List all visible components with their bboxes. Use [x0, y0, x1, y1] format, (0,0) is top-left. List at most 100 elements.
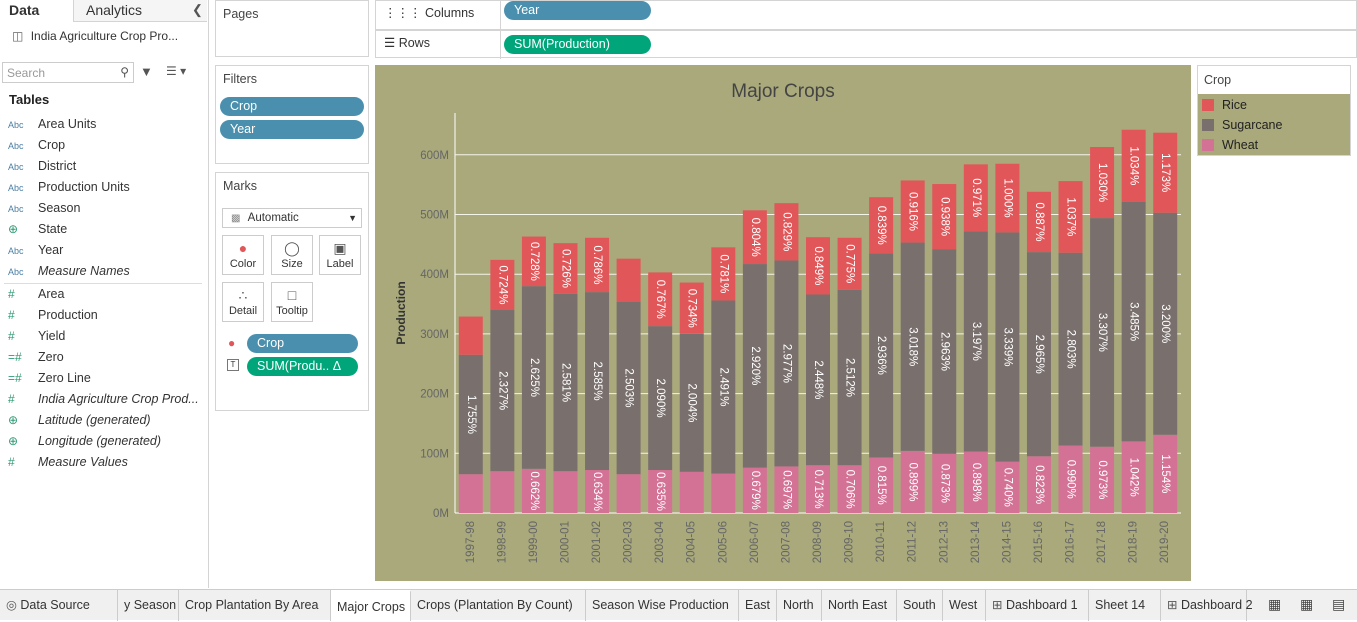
sheet-tab[interactable]: East	[739, 590, 777, 621]
data-label: 2.585%	[591, 362, 603, 401]
label-button[interactable]: ▣ Label	[319, 235, 361, 275]
color-mark-icon: ●	[228, 336, 236, 350]
tooltip-button[interactable]: □ Tooltip	[271, 282, 313, 322]
sheet-tab[interactable]: North East	[822, 590, 897, 621]
bar-segment-rice	[1090, 147, 1115, 219]
rows-pill-production[interactable]: SUM(Production)	[504, 35, 651, 54]
bar-segment-sugarcane	[900, 242, 925, 451]
size-button[interactable]: ◯ Size	[271, 235, 313, 275]
bar-segment-sugarcane	[1121, 201, 1146, 442]
filter-pill-year[interactable]: Year	[220, 120, 364, 139]
columns-shelf[interactable]: ⋮⋮⋮ Columns Year	[375, 0, 1357, 30]
marks-title: Marks	[223, 179, 258, 193]
new-dashboard-icon[interactable]: ▦	[1300, 596, 1314, 612]
field-label: Season	[38, 201, 81, 215]
field-measure[interactable]: # Yield	[8, 326, 65, 346]
chart-area[interactable]: Major Crops Production 0M 100M 200M 300M 400M 5…	[375, 65, 1191, 581]
bar-segment-wheat	[458, 474, 483, 513]
data-label: 2.965%	[1033, 335, 1045, 374]
field-label: Area Units	[38, 117, 97, 131]
filters-shelf[interactable]: Filters Crop Year	[215, 65, 369, 164]
field-measure[interactable]: # Measure Values	[8, 452, 128, 472]
sheet-tab[interactable]: West	[943, 590, 986, 621]
field-measure[interactable]: # India Agriculture Crop Prod...	[8, 389, 199, 409]
legend-label-rice: Rice	[1222, 98, 1248, 112]
field-dimension[interactable]: Abc Area Units	[8, 114, 96, 134]
bar-segment-sugarcane	[679, 333, 704, 472]
sheet-tab[interactable]: ⊞ Dashboard 1	[986, 590, 1089, 621]
legend-item-rice[interactable]: Rice	[1202, 96, 1247, 114]
bar-segment-rice	[995, 163, 1020, 233]
chevron-left-icon[interactable]: ❮	[192, 2, 203, 17]
field-dimension[interactable]: Abc Year	[8, 240, 63, 260]
bar-segment-wheat	[616, 474, 641, 513]
x-tick-label: 2019-20	[1159, 521, 1171, 563]
color-pill-crop[interactable]: Crop	[247, 334, 358, 353]
data-label: 1.034%	[1128, 146, 1140, 185]
sheet-tab[interactable]: ◎ Data Source	[0, 590, 118, 621]
field-measure[interactable]: # Production	[8, 305, 98, 325]
filter-icon[interactable]: ▼	[140, 64, 153, 79]
field-dimension[interactable]: Abc Measure Names	[8, 261, 130, 281]
sheet-tab[interactable]: ⊞ Dashboard 2	[1161, 590, 1253, 621]
field-measure[interactable]: =# Zero Line	[8, 368, 91, 388]
sheet-tab[interactable]: North	[777, 590, 822, 621]
y-tick-label: 500M	[420, 209, 449, 221]
filter-pill-crop[interactable]: Crop	[220, 97, 364, 116]
view-list-icon[interactable]: ☰ ▾	[166, 64, 187, 78]
field-measure[interactable]: ⊕ Latitude (generated)	[8, 410, 151, 430]
data-label: 2.090%	[654, 379, 666, 418]
tab-data[interactable]: Data	[0, 0, 73, 22]
field-dimension[interactable]: Abc Crop	[8, 135, 65, 155]
bar-segment-wheat	[521, 468, 546, 513]
stacked-bar-chart[interactable]: Major Crops Production 0M 100M 200M 300M 400M 5…	[375, 65, 1191, 581]
search-input[interactable]: Search ⚲	[2, 62, 134, 83]
field-dimension[interactable]: Abc Production Units	[8, 177, 130, 197]
sheet-tab[interactable]: Season Wise Production	[586, 590, 739, 621]
sheet-tab[interactable]: Sheet 14	[1089, 590, 1161, 621]
field-measure[interactable]: # Area	[8, 284, 64, 304]
sheet-tab[interactable]: y Season	[118, 590, 179, 621]
pages-shelf[interactable]: Pages	[215, 0, 369, 57]
sheet-tab[interactable]: Crops (Plantation By Count)	[411, 590, 586, 621]
detail-button[interactable]: ∴ Detail	[222, 282, 264, 322]
tab-analytics[interactable]: Analytics	[73, 0, 207, 22]
data-label: 0.697%	[780, 470, 792, 509]
sheet-tab[interactable]: Crop Plantation By Area	[179, 590, 331, 621]
bar-segment-rice	[1058, 181, 1083, 253]
x-tick-label: 2018-19	[1128, 521, 1140, 563]
legend-label-sugarcane: Sugarcane	[1222, 118, 1283, 132]
label-pill-production[interactable]: SUM(Produ.. Δ	[247, 357, 358, 376]
rows-shelf[interactable]: ☰ Rows SUM(Production)	[375, 30, 1357, 59]
color-button[interactable]: ● Color	[222, 235, 264, 275]
bar-segment-sugarcane	[837, 289, 862, 466]
field-dimension[interactable]: Abc District	[8, 156, 76, 176]
sheet-tab[interactable]: South	[897, 590, 943, 621]
field-type-icon: Abc	[8, 246, 24, 256]
data-label: 1.755%	[465, 395, 477, 434]
new-worksheet-icon[interactable]: ▦	[1268, 596, 1282, 612]
bar-segment-rice	[458, 316, 483, 355]
data-label: 0.634%	[591, 472, 603, 511]
new-story-icon[interactable]: ▤	[1332, 596, 1346, 612]
field-dimension[interactable]: ⊕ State	[8, 219, 67, 239]
data-label: 0.713%	[812, 470, 824, 509]
field-type-icon: Abc	[8, 267, 24, 277]
data-label: 0.839%	[875, 206, 887, 245]
field-measure[interactable]: ⊕ Longitude (generated)	[8, 431, 161, 451]
field-measure[interactable]: =# Zero	[8, 347, 64, 367]
datasource-item[interactable]: ◫ India Agriculture Crop Pro...	[12, 29, 178, 43]
mark-type-select[interactable]: ▩ Automatic ▼	[222, 208, 362, 228]
bar-segment-rice	[806, 237, 830, 295]
legend-item-sugarcane[interactable]: Sugarcane	[1202, 116, 1282, 134]
field-dimension[interactable]: Abc Season	[8, 198, 80, 218]
data-label: 0.971%	[970, 178, 982, 217]
legend-item-wheat[interactable]: Wheat	[1202, 136, 1258, 154]
size-label: Size	[281, 258, 303, 270]
x-tick-label: 2011-12	[907, 521, 919, 562]
columns-pill-year[interactable]: Year	[504, 1, 651, 20]
sheet-tab[interactable]: Major Crops	[331, 590, 411, 621]
data-label: 2.448%	[812, 360, 824, 399]
color-label: Color	[229, 258, 257, 270]
bar-segment-rice	[521, 236, 546, 287]
